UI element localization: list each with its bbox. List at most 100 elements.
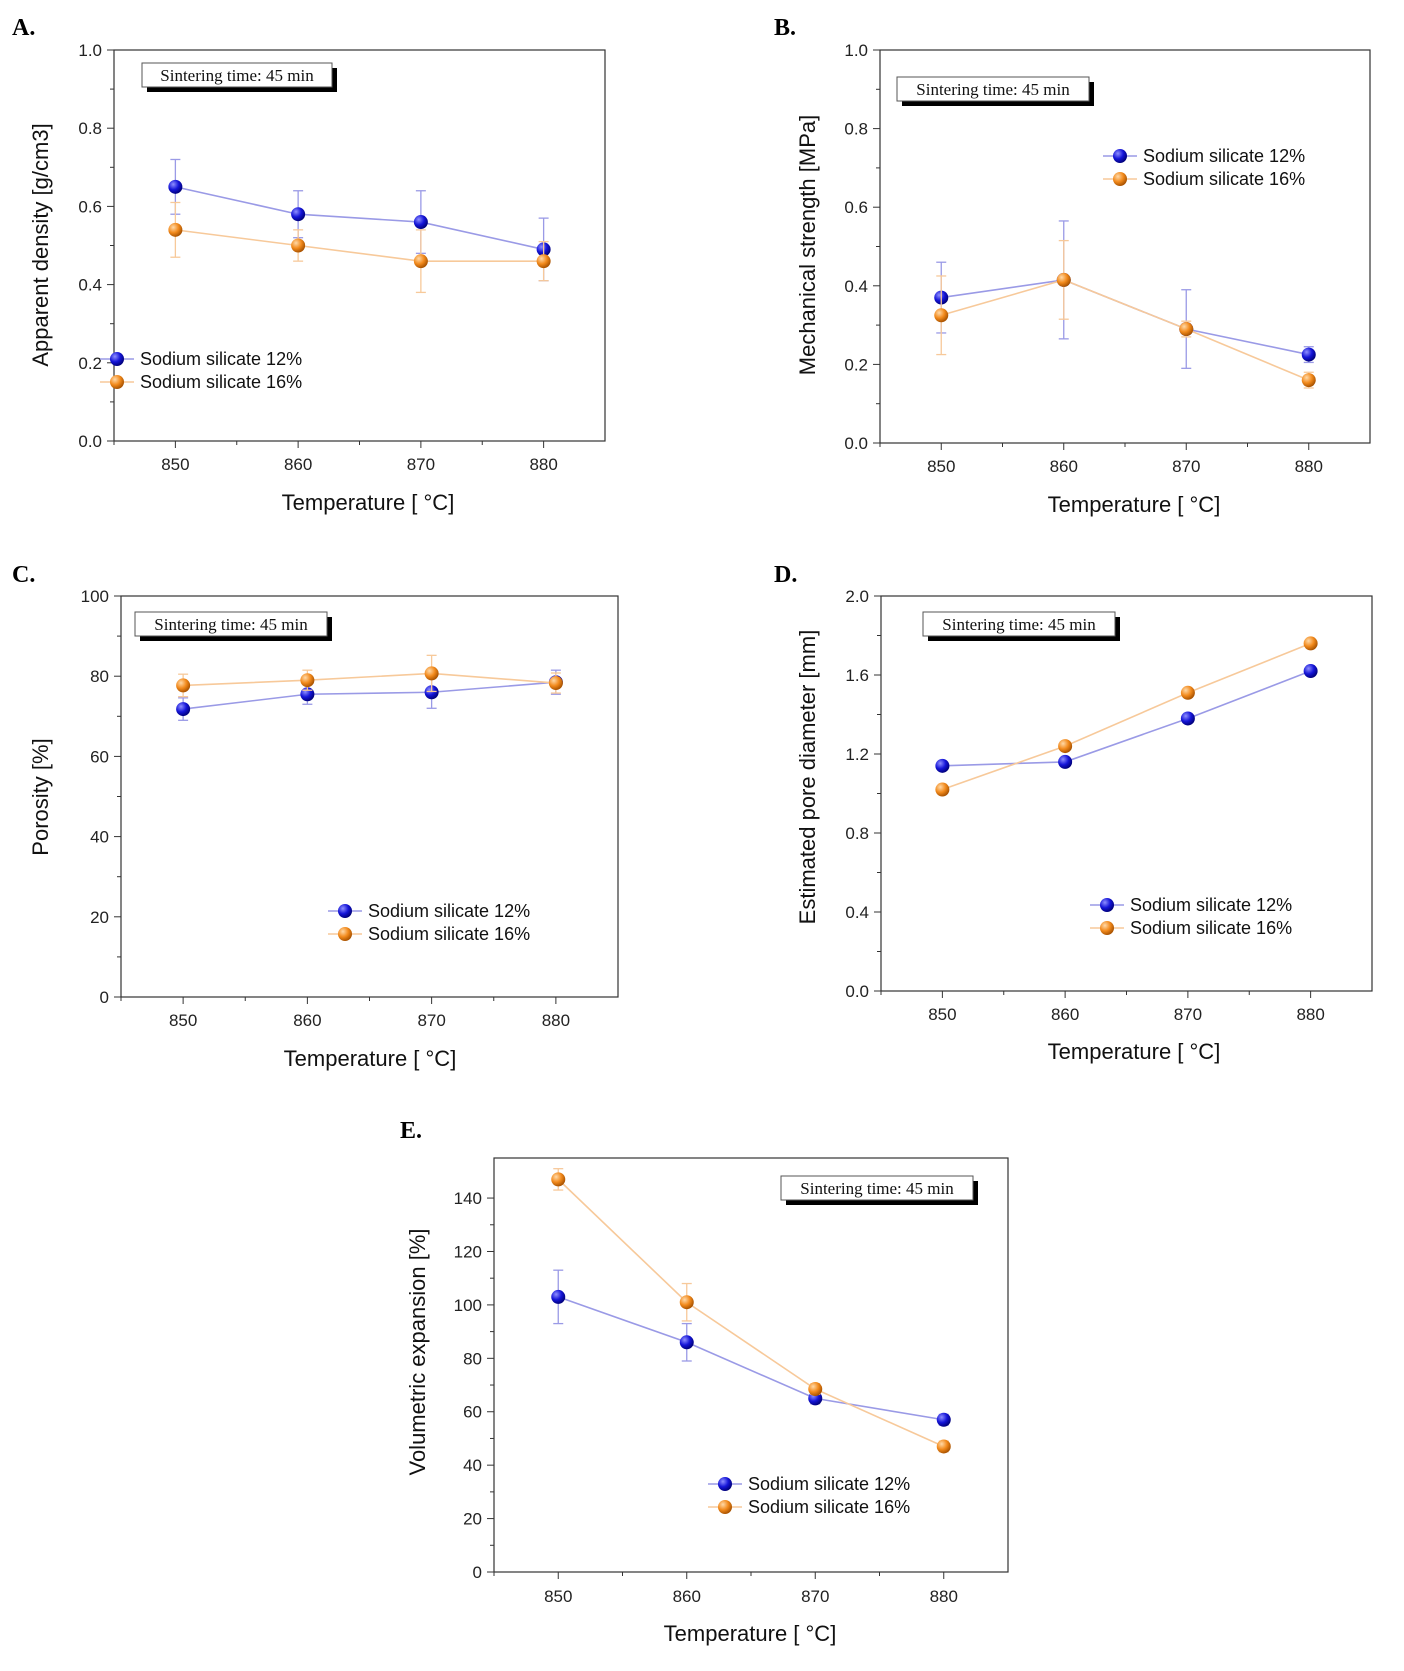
series-s12: [551, 1269, 951, 1427]
annotation-box: [922, 611, 1116, 637]
y-tick-label: 0: [100, 988, 109, 1007]
panel-label: B.: [774, 15, 796, 41]
y-tick-label: 80: [463, 1349, 482, 1368]
y-tick-label: 0.8: [844, 120, 868, 139]
data-point: [934, 308, 949, 323]
data-point: [300, 673, 315, 688]
legend-label: Sodium silicate 12%: [748, 1474, 910, 1494]
series-s12: [935, 664, 1318, 773]
x-tick-label: 860: [284, 455, 312, 474]
data-point: [935, 758, 950, 773]
y-tick-label: 0.0: [845, 982, 869, 1001]
y-tick-label: 0.0: [844, 434, 868, 453]
data-point: [936, 1412, 951, 1427]
annotation-text: Sintering time: 45 min: [154, 615, 308, 634]
series-s16: [551, 1168, 951, 1454]
x-tick-label: 870: [801, 1587, 829, 1606]
y-axis-label: Apparent density [g/cm3]: [28, 123, 53, 366]
x-axis-label: Temperature [ °C]: [1048, 492, 1221, 517]
data-point: [168, 222, 183, 237]
data-point: [413, 254, 428, 269]
y-axis-label: Volumetric expansion [%]: [405, 1228, 430, 1475]
data-point: [1301, 347, 1316, 362]
data-point: [424, 666, 439, 681]
chart-panel-e: E. 0 20 40 60 80 100 120 140 850 860 870 880 Temperat…: [400, 1118, 1009, 1646]
legend-label: Sodium silicate 16%: [368, 924, 530, 944]
x-tick-label: 880: [529, 455, 557, 474]
data-point: [413, 215, 428, 230]
series-line: [941, 279, 1309, 356]
chart-panel-d: D. 0.0 0.4 0.8 1.2 1.6 2.0 850 860 870 880 Temperat…: [774, 562, 1373, 1064]
annotation-box: [141, 62, 333, 88]
series-s16: [934, 239, 1316, 389]
legend-label: Sodium silicate 12%: [1143, 146, 1305, 166]
legend-marker: [1113, 149, 1127, 163]
data-point: [1058, 754, 1073, 769]
y-tick-label: 0.0: [78, 432, 102, 451]
y-tick-label: 0.6: [78, 197, 102, 216]
panel-label: D.: [774, 562, 797, 588]
legend-label: Sodium silicate 16%: [1143, 169, 1305, 189]
chart-panel-b: B. 0.0 0.2 0.4 0.6 0.8 1.0 850 860 870 880 Temperat…: [774, 15, 1371, 517]
legend-marker: [338, 927, 352, 941]
y-tick-label: 0.6: [844, 198, 868, 217]
y-axis-label: Mechanical strength [MPa]: [795, 115, 820, 375]
data-point: [1303, 636, 1318, 651]
series-s16: [176, 654, 563, 698]
data-point: [1058, 739, 1073, 754]
legend-marker: [1100, 921, 1114, 935]
legend-marker: [110, 352, 124, 366]
data-point: [1180, 685, 1195, 700]
series-line: [175, 229, 544, 262]
data-point: [679, 1295, 694, 1310]
y-tick-label: 20: [90, 908, 109, 927]
data-point: [168, 179, 183, 194]
x-tick-label: 870: [1172, 457, 1200, 476]
annotation-text: Sintering time: 45 min: [160, 66, 314, 85]
y-tick-label: 0.2: [844, 355, 868, 374]
x-tick-label: 870: [407, 455, 435, 474]
y-tick-label: 120: [454, 1242, 482, 1261]
data-point: [548, 676, 563, 691]
legend-marker: [718, 1477, 732, 1491]
series-line: [183, 672, 556, 687]
data-point: [551, 1172, 566, 1187]
y-tick-label: 0.2: [78, 354, 102, 373]
legend-label: Sodium silicate 16%: [140, 372, 302, 392]
legend-marker: [1100, 898, 1114, 912]
y-tick-label: 60: [90, 747, 109, 766]
x-tick-label: 860: [673, 1587, 701, 1606]
y-tick-label: 2.0: [845, 587, 869, 606]
annotation-text: Sintering time: 45 min: [800, 1179, 954, 1198]
y-tick-label: 1.2: [845, 745, 869, 764]
y-tick-label: 0.8: [845, 824, 869, 843]
legend-label: Sodium silicate 12%: [140, 349, 302, 369]
x-tick-label: 850: [928, 1005, 956, 1024]
panel-label: C.: [12, 562, 35, 588]
data-point: [1303, 664, 1318, 679]
series-line: [183, 681, 556, 710]
x-tick-label: 880: [542, 1011, 570, 1030]
plot-frame: [880, 595, 1373, 992]
y-tick-label: 0: [473, 1563, 482, 1582]
legend-label: Sodium silicate 12%: [368, 901, 530, 921]
y-tick-label: 60: [463, 1403, 482, 1422]
series-line: [942, 642, 1311, 791]
series-s16: [168, 201, 551, 294]
annotation-text: Sintering time: 45 min: [942, 615, 1096, 634]
y-tick-label: 0.4: [845, 903, 869, 922]
series-s16: [935, 636, 1318, 797]
x-tick-label: 880: [1295, 457, 1323, 476]
series-s12: [934, 220, 1316, 369]
data-point: [1056, 272, 1071, 287]
data-point: [424, 685, 439, 700]
x-axis-label: Temperature [ °C]: [282, 490, 455, 515]
series-line: [557, 1296, 944, 1421]
y-tick-label: 40: [90, 828, 109, 847]
legend-label: Sodium silicate 12%: [1130, 895, 1292, 915]
data-point: [291, 238, 306, 253]
chart-panel-c: C. 0 20 40 60 80 100 850 860 870 880 Temperature [ …: [12, 562, 619, 1071]
y-tick-label: 100: [81, 587, 109, 606]
data-point: [176, 702, 191, 717]
y-tick-label: 1.0: [78, 41, 102, 60]
